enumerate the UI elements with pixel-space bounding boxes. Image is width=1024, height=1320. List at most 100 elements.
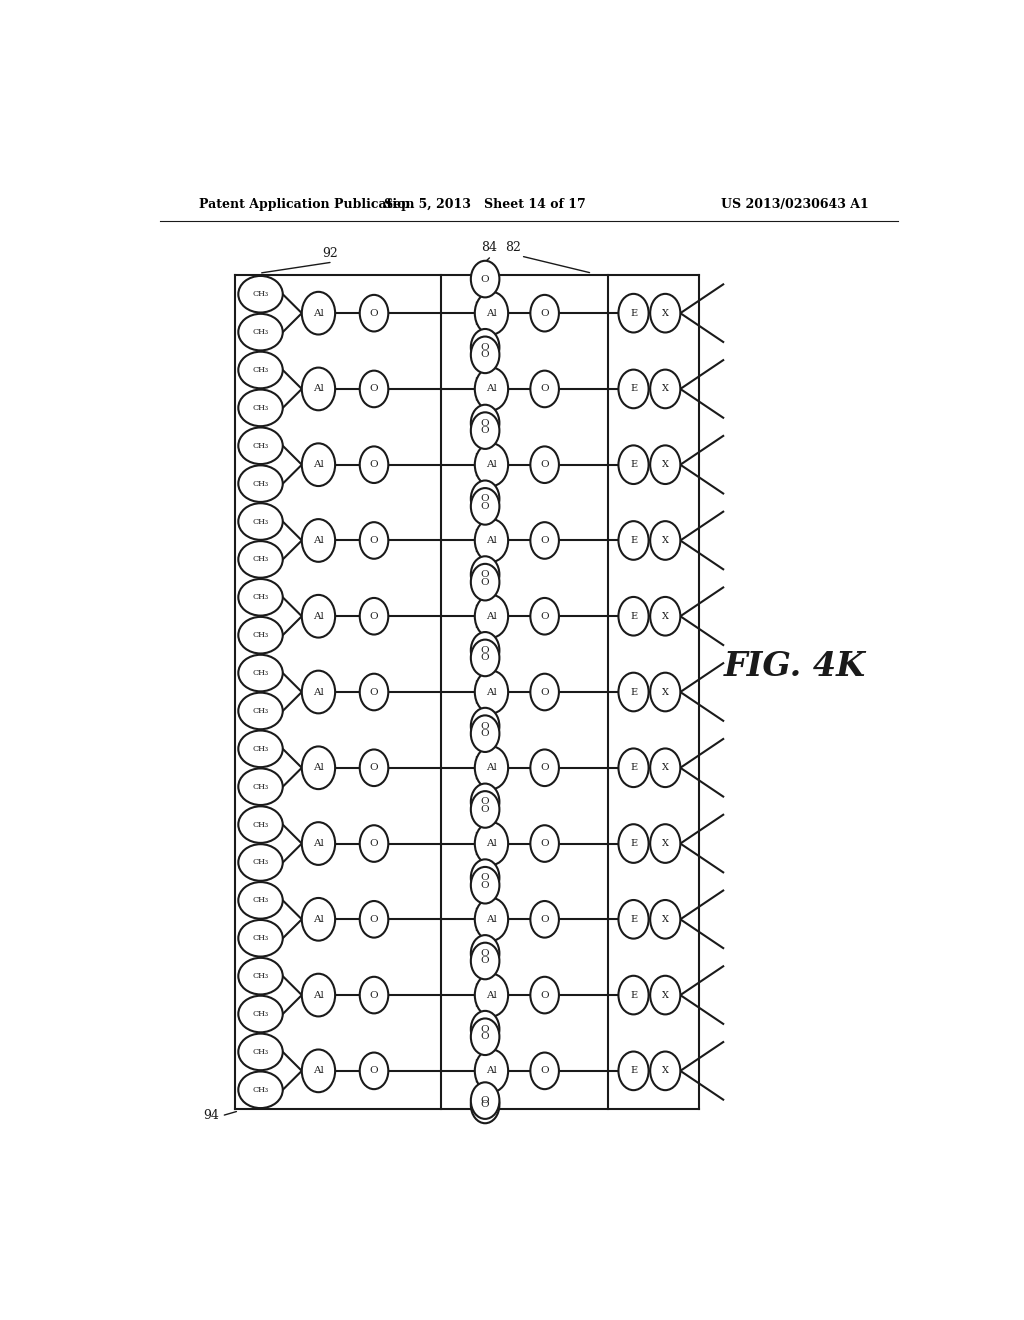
Text: CH₃: CH₃ — [253, 329, 268, 337]
Circle shape — [475, 444, 508, 486]
Text: O: O — [370, 763, 378, 772]
Text: Al: Al — [313, 461, 324, 469]
Circle shape — [359, 371, 388, 408]
Circle shape — [650, 748, 680, 787]
Text: X: X — [662, 536, 669, 545]
Ellipse shape — [239, 541, 283, 578]
Circle shape — [302, 595, 335, 638]
Text: Al: Al — [486, 1067, 497, 1076]
Text: E: E — [630, 915, 637, 924]
Circle shape — [359, 977, 388, 1014]
Text: O: O — [481, 1024, 489, 1034]
Text: X: X — [662, 763, 669, 772]
Ellipse shape — [239, 920, 283, 957]
Text: X: X — [662, 840, 669, 847]
Text: CH₃: CH₃ — [253, 1010, 268, 1018]
Text: O: O — [481, 494, 489, 503]
Text: Al: Al — [313, 990, 324, 999]
Circle shape — [530, 825, 559, 862]
Circle shape — [471, 556, 500, 593]
Circle shape — [471, 480, 500, 517]
Circle shape — [302, 974, 335, 1016]
Text: X: X — [662, 990, 669, 999]
Text: O: O — [481, 1032, 489, 1041]
Circle shape — [471, 1011, 500, 1048]
Text: O: O — [481, 275, 489, 284]
Circle shape — [618, 900, 648, 939]
Circle shape — [359, 750, 388, 787]
Text: Sep. 5, 2013   Sheet 14 of 17: Sep. 5, 2013 Sheet 14 of 17 — [384, 198, 586, 211]
Circle shape — [650, 370, 680, 408]
Text: O: O — [370, 309, 378, 318]
Circle shape — [475, 671, 508, 713]
Text: Al: Al — [486, 840, 497, 847]
Circle shape — [302, 444, 335, 486]
Text: O: O — [481, 418, 489, 428]
Circle shape — [302, 519, 335, 562]
Text: 82: 82 — [505, 242, 521, 253]
Text: O: O — [481, 570, 489, 579]
Circle shape — [475, 822, 508, 865]
Text: O: O — [370, 611, 378, 620]
Text: Al: Al — [486, 688, 497, 697]
Circle shape — [530, 446, 559, 483]
Text: Al: Al — [486, 309, 497, 318]
Text: E: E — [630, 763, 637, 772]
Circle shape — [618, 748, 648, 787]
Circle shape — [471, 564, 500, 601]
Text: X: X — [662, 384, 669, 393]
Text: O: O — [481, 502, 489, 511]
Ellipse shape — [239, 314, 283, 350]
Text: X: X — [662, 1067, 669, 1076]
Text: E: E — [630, 309, 637, 318]
Circle shape — [302, 746, 335, 789]
Text: O: O — [541, 611, 549, 620]
Circle shape — [302, 1049, 335, 1092]
Text: CH₃: CH₃ — [253, 1086, 268, 1094]
Ellipse shape — [239, 1034, 283, 1071]
Text: CH₃: CH₃ — [253, 972, 268, 981]
Circle shape — [475, 519, 508, 562]
Circle shape — [475, 898, 508, 941]
Text: CH₃: CH₃ — [253, 366, 268, 374]
Text: Al: Al — [313, 688, 324, 697]
Ellipse shape — [239, 466, 283, 502]
Text: O: O — [370, 840, 378, 847]
Text: E: E — [630, 384, 637, 393]
Text: O: O — [481, 729, 489, 738]
Circle shape — [471, 488, 500, 524]
Circle shape — [618, 294, 648, 333]
Circle shape — [471, 791, 500, 828]
Text: O: O — [481, 957, 489, 965]
Ellipse shape — [239, 579, 283, 615]
Text: E: E — [630, 611, 637, 620]
Text: O: O — [541, 384, 549, 393]
Circle shape — [650, 673, 680, 711]
Ellipse shape — [239, 655, 283, 692]
Circle shape — [359, 294, 388, 331]
Text: Al: Al — [313, 611, 324, 620]
Text: 94: 94 — [204, 1109, 219, 1122]
Circle shape — [650, 1052, 680, 1090]
Circle shape — [302, 898, 335, 941]
Text: 92: 92 — [323, 247, 338, 260]
Text: O: O — [370, 536, 378, 545]
Text: O: O — [481, 645, 489, 655]
Circle shape — [618, 824, 648, 863]
Text: E: E — [630, 840, 637, 847]
Text: O: O — [541, 309, 549, 318]
Text: Al: Al — [313, 536, 324, 545]
Circle shape — [471, 261, 500, 297]
Ellipse shape — [239, 807, 283, 843]
Text: O: O — [541, 1067, 549, 1076]
Circle shape — [471, 715, 500, 752]
Circle shape — [530, 902, 559, 937]
Circle shape — [471, 867, 500, 903]
Text: Al: Al — [313, 309, 324, 318]
Circle shape — [618, 673, 648, 711]
Text: CH₃: CH₃ — [253, 935, 268, 942]
Text: E: E — [630, 688, 637, 697]
Text: X: X — [662, 611, 669, 620]
Circle shape — [359, 1052, 388, 1089]
Circle shape — [471, 329, 500, 366]
